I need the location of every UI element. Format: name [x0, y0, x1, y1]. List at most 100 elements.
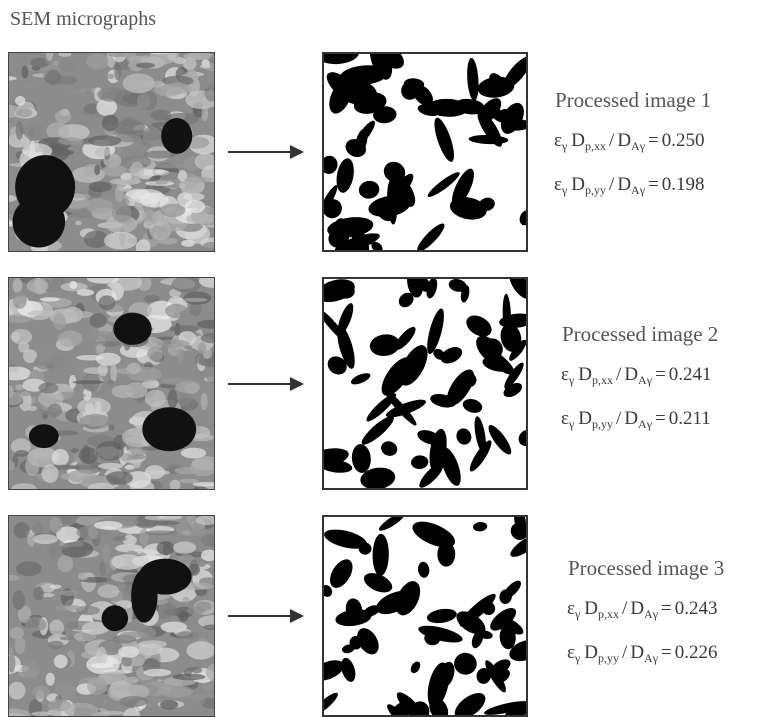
texture	[156, 521, 180, 525]
texture	[16, 121, 24, 139]
pore	[29, 424, 59, 448]
texture	[89, 181, 112, 192]
texture	[177, 348, 184, 362]
texture	[114, 120, 145, 135]
texture	[173, 674, 206, 681]
texture	[90, 313, 107, 328]
texture	[151, 110, 172, 121]
texture	[58, 330, 83, 346]
texture	[60, 636, 76, 640]
texture	[182, 298, 207, 302]
texture	[112, 203, 132, 223]
texture	[195, 602, 212, 612]
texture	[144, 530, 177, 535]
sem-micrograph	[8, 515, 215, 717]
texture	[107, 380, 114, 385]
texture	[87, 678, 108, 695]
texture	[14, 522, 30, 538]
texture	[27, 278, 49, 292]
symbol: ε	[554, 130, 562, 151]
texture	[104, 232, 137, 250]
texture	[86, 87, 92, 95]
texture	[25, 617, 47, 631]
value: 0.198	[662, 174, 705, 195]
texture	[48, 641, 64, 649]
texture	[27, 406, 37, 411]
numerator-sub: p,yy	[598, 651, 619, 665]
texture	[97, 584, 119, 598]
texture	[106, 471, 133, 484]
texture	[46, 122, 69, 139]
texture	[198, 342, 207, 353]
texture	[76, 516, 98, 526]
texture	[178, 611, 188, 621]
equals: =	[655, 408, 666, 429]
formula: εγDp,yy/DAγ=0.198	[554, 174, 704, 198]
texture	[38, 382, 58, 393]
texture	[12, 590, 25, 610]
numerator: D	[571, 174, 585, 195]
texture	[75, 221, 81, 226]
texture	[185, 200, 205, 213]
texture	[25, 84, 38, 89]
texture	[170, 325, 200, 332]
processed-label: Processed image 1	[555, 88, 711, 113]
texture	[114, 64, 121, 80]
processed-image	[322, 515, 528, 717]
texture	[15, 96, 26, 106]
processed-label: Processed image 3	[568, 556, 724, 581]
texture	[201, 393, 208, 410]
sem-micrograph	[8, 277, 215, 490]
texture	[22, 65, 29, 78]
sem-micrograph	[8, 52, 215, 252]
denominator-sub: Aγ	[644, 651, 658, 665]
texture	[115, 184, 124, 202]
texture	[160, 204, 185, 217]
texture	[143, 126, 162, 146]
texture	[61, 473, 75, 480]
denominator-sub: Aγ	[631, 139, 645, 153]
texture	[38, 408, 62, 415]
texture	[111, 554, 143, 570]
texture	[193, 696, 205, 706]
texture	[65, 311, 93, 318]
symbol-sub: γ	[575, 607, 580, 621]
texture	[136, 63, 155, 69]
pore	[15, 155, 75, 219]
numerator-sub: p,xx	[598, 607, 619, 621]
symbol: ε	[561, 408, 569, 429]
texture	[33, 534, 58, 544]
texture	[106, 74, 114, 79]
texture	[118, 646, 139, 658]
symbol: ε	[554, 174, 562, 195]
texture	[55, 110, 71, 123]
texture	[79, 414, 112, 429]
texture	[22, 661, 40, 680]
texture	[156, 340, 189, 348]
symbol-sub: γ	[562, 139, 567, 153]
denominator-sub: Aγ	[644, 607, 658, 621]
texture	[55, 605, 83, 611]
texture	[11, 329, 33, 344]
numerator-sub: p,xx	[585, 139, 606, 153]
texture	[172, 277, 202, 293]
texture	[16, 108, 32, 117]
texture	[87, 53, 109, 69]
texture	[91, 663, 114, 668]
texture	[175, 467, 200, 474]
denominator-sub: Aγ	[631, 183, 645, 197]
texture	[98, 463, 123, 469]
texture	[168, 389, 178, 409]
texture	[78, 573, 88, 581]
numerator: D	[578, 364, 592, 385]
numerator: D	[578, 408, 592, 429]
texture	[59, 590, 79, 596]
texture	[53, 313, 66, 330]
figure-title: SEM micrographs	[10, 8, 156, 31]
texture	[50, 517, 63, 532]
texture	[52, 449, 69, 466]
texture	[145, 142, 151, 148]
texture	[175, 381, 200, 393]
texture	[161, 83, 192, 94]
